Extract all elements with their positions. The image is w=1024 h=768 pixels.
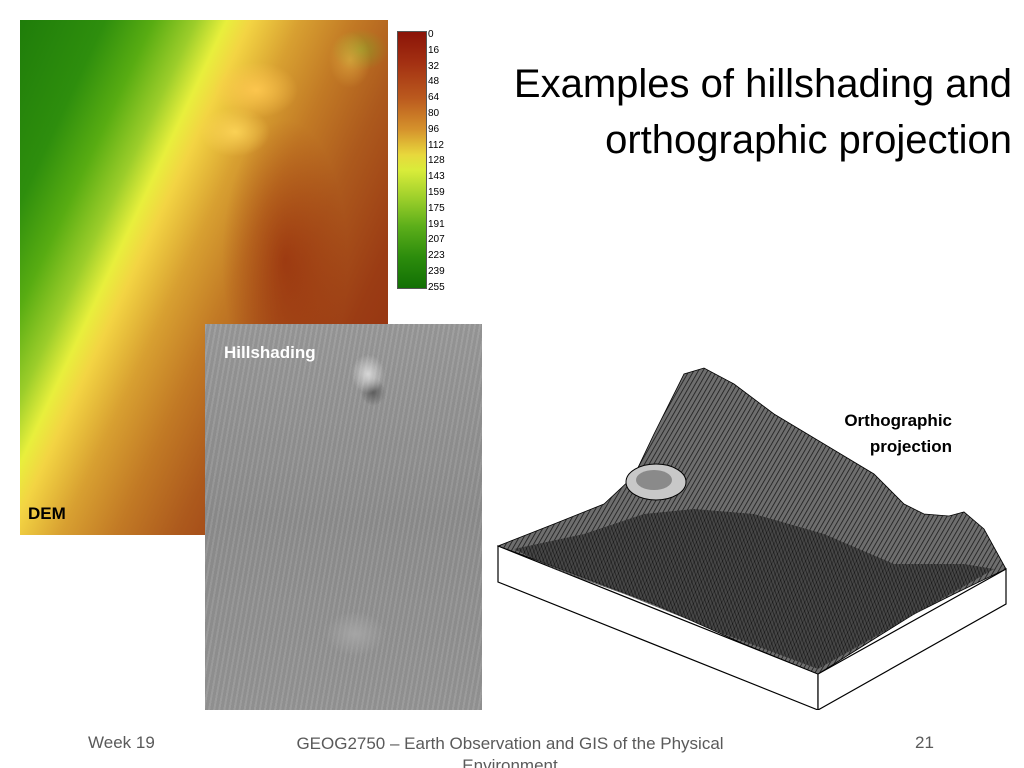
footer-week: Week 19 bbox=[88, 733, 155, 752]
legend-labels: 0 16 32 48 64 80 96 112 128 143 159 175 … bbox=[427, 27, 451, 296]
legend-value: 0 bbox=[428, 29, 434, 40]
legend-value: 64 bbox=[428, 92, 440, 104]
ortho-crater-inner bbox=[636, 470, 672, 490]
footer-page-number: 21 bbox=[915, 733, 934, 752]
ortho-base-right bbox=[817, 567, 1007, 710]
ortho-base-left bbox=[497, 545, 819, 710]
slide-title: Examples of hillshading and orthographic… bbox=[412, 56, 1012, 168]
footer-course: GEOG2750 – Earth Observation and GIS of … bbox=[296, 734, 724, 768]
orthographic-label-line1: Orthographic bbox=[844, 411, 952, 430]
legend-value: 112 bbox=[428, 139, 444, 151]
dem-label: DEM bbox=[28, 504, 66, 523]
legend-value: 96 bbox=[428, 123, 440, 135]
orthographic-label: Orthographic projection bbox=[752, 408, 952, 460]
legend-value: 48 bbox=[428, 76, 440, 88]
slide-title-line1: Examples of hillshading and bbox=[513, 62, 1012, 106]
legend-value: 80 bbox=[428, 107, 440, 119]
slide-title-line2: orthographic projection bbox=[605, 118, 1012, 162]
legend-value: 16 bbox=[428, 44, 440, 56]
legend-value: 239 bbox=[428, 265, 445, 277]
orthographic-projection-image bbox=[496, 367, 1007, 710]
elevation-color-legend bbox=[397, 31, 427, 289]
orthographic-label-line2: projection bbox=[869, 437, 952, 456]
legend-value: 191 bbox=[428, 218, 445, 230]
legend-value: 255 bbox=[428, 281, 445, 293]
ortho-terrain-shadow bbox=[514, 509, 994, 669]
legend-value: 143 bbox=[428, 171, 445, 183]
legend-value: 175 bbox=[428, 202, 445, 214]
legend-value: 32 bbox=[428, 60, 440, 72]
legend-value: 128 bbox=[428, 155, 445, 167]
hillshade-label: Hillshading bbox=[224, 343, 316, 362]
hillshade-image bbox=[205, 324, 482, 710]
legend-value: 159 bbox=[428, 186, 445, 198]
dem-image bbox=[20, 20, 388, 535]
legend-value: 223 bbox=[428, 250, 445, 262]
legend-value: 207 bbox=[428, 234, 445, 246]
